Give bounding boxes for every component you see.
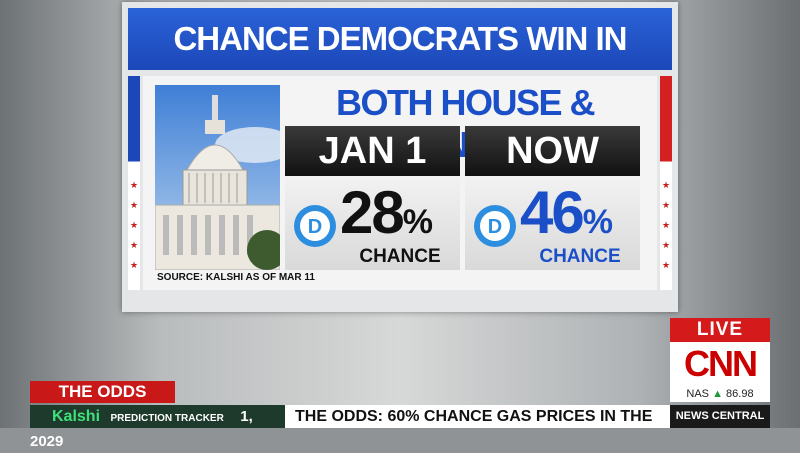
star: ★	[129, 260, 139, 270]
stripe	[128, 76, 140, 290]
star: ★	[129, 200, 139, 210]
column-header: JAN 1	[285, 126, 460, 176]
stripe	[660, 76, 672, 290]
value: 46	[520, 179, 585, 246]
title: CHANCE DEMOCRATS WIN IN 2026...	[128, 8, 672, 119]
brand-sub: PREDICTION TRACKER	[110, 413, 224, 424]
capitol-image	[155, 85, 280, 270]
ticker: THE ODDS: 60% CHANCE GAS PRICES IN THE	[285, 405, 670, 428]
show-name: NEWS CENTRAL	[670, 405, 770, 428]
index-value: 86.98	[726, 388, 754, 400]
brand-bar: Kalshi PREDICTION TRACKER 1, 2029	[30, 405, 285, 450]
live-badge: LIVE	[670, 318, 770, 342]
unit: %	[582, 203, 613, 241]
column-header: NOW	[465, 126, 640, 176]
star: ★	[661, 180, 671, 190]
star: ★	[661, 220, 671, 230]
market-index: NAS ▲ 86.98	[670, 386, 770, 402]
caption: CHANCE	[359, 246, 441, 267]
star: ★	[129, 240, 139, 250]
star: ★	[129, 220, 139, 230]
value-cell: D 46% CHANCE	[465, 176, 640, 270]
segment-label: THE ODDS	[30, 381, 175, 403]
value-cell: D 28% CHANCE	[285, 176, 460, 270]
index-name: NAS	[686, 388, 710, 400]
star: ★	[661, 260, 671, 270]
star: ★	[661, 240, 671, 250]
brand: Kalshi	[52, 408, 101, 425]
caption: CHANCE	[539, 246, 621, 267]
svg-text:D: D	[308, 216, 322, 238]
up-arrow: ▲	[712, 388, 723, 400]
percent: 28%	[340, 179, 433, 255]
percent: 46%	[520, 179, 613, 255]
star: ★	[129, 180, 139, 190]
star: ★	[661, 200, 671, 210]
unit: %	[402, 203, 433, 241]
network-logo: CNN	[670, 342, 770, 386]
value: 28	[340, 179, 405, 246]
subtitle: BOTH HOUSE & SENATE	[335, 82, 596, 165]
dem-logo: D	[474, 205, 516, 247]
svg-text:D: D	[488, 216, 502, 238]
source: SOURCE: KALSHI AS OF MAR 11	[157, 272, 315, 283]
dem-logo: D	[294, 205, 336, 247]
